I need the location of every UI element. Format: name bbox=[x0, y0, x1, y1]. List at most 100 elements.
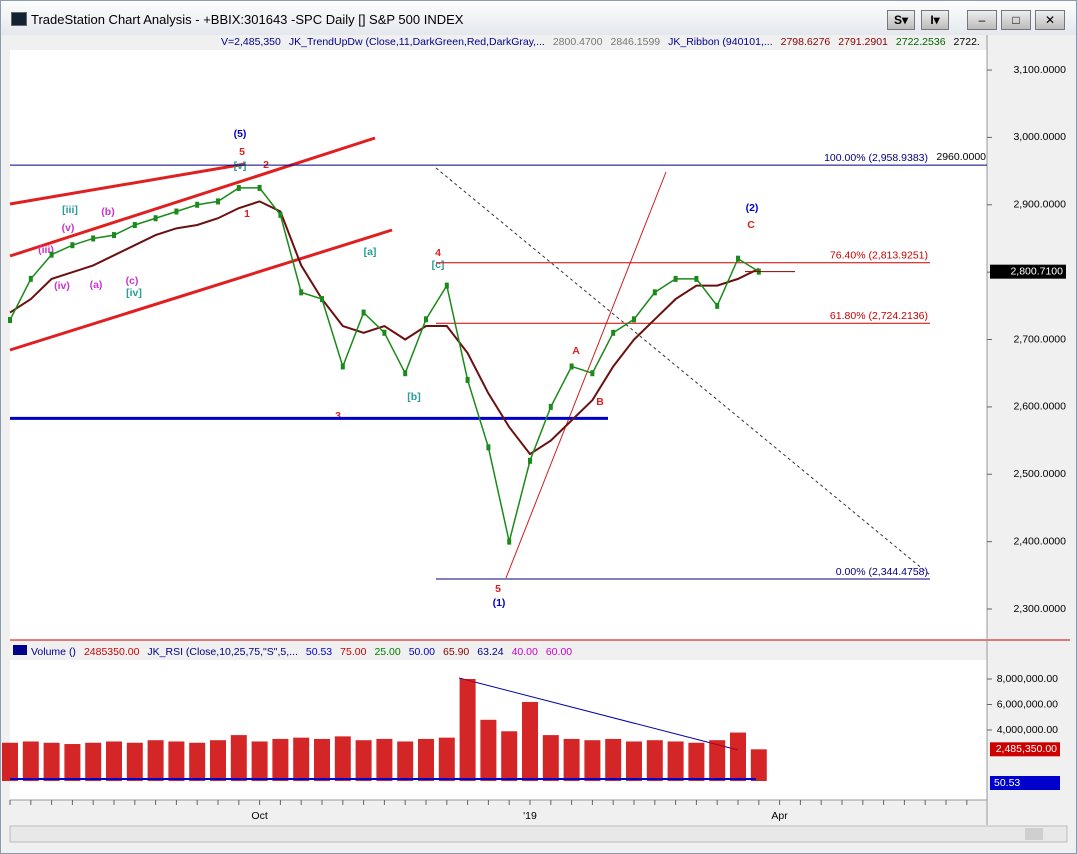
moving-average bbox=[9, 200, 760, 456]
title-bar: TradeStation Chart Analysis - +BBIX:3016… bbox=[1, 1, 1076, 35]
price-bar bbox=[49, 251, 54, 258]
price-bar bbox=[216, 198, 220, 205]
wave-label: [a] bbox=[364, 246, 377, 258]
wave-label: [b] bbox=[407, 391, 420, 403]
price-bar bbox=[299, 289, 304, 296]
volume-bar bbox=[126, 742, 143, 781]
wave-label: 5 bbox=[239, 146, 245, 158]
price-bar bbox=[8, 316, 12, 323]
price-bar bbox=[28, 275, 33, 282]
volume-bar bbox=[584, 740, 601, 781]
minimize-button[interactable]: – bbox=[967, 10, 997, 30]
wave-label: (v) bbox=[62, 222, 75, 234]
button-label: I bbox=[930, 13, 934, 27]
volume-bar bbox=[626, 741, 642, 781]
wave-label: (5) bbox=[234, 128, 247, 140]
wave-label: 5 bbox=[495, 583, 501, 595]
fib-label: 0.00% (2,344.4758) bbox=[836, 566, 928, 578]
header-item: JK_Ribbon (940101,... bbox=[668, 36, 773, 48]
header-item: 75.00 bbox=[340, 646, 367, 658]
volume-bar bbox=[750, 749, 767, 781]
header-item: JK_RSI (Close,10,25,75,"S",5,... bbox=[147, 646, 298, 658]
price-bar bbox=[673, 275, 678, 282]
volume-bar bbox=[542, 735, 559, 781]
volume-bar bbox=[709, 740, 726, 781]
price-bar bbox=[361, 309, 366, 316]
rsi-label: 50.53 bbox=[994, 777, 1020, 789]
scroll-thumb[interactable] bbox=[1025, 828, 1043, 840]
volume-bar bbox=[688, 742, 705, 781]
wave-label: 1 bbox=[244, 208, 250, 220]
price-bar bbox=[632, 316, 636, 323]
price-bar bbox=[715, 302, 720, 309]
volume-bar bbox=[667, 741, 684, 781]
header-item: 2722.2536 bbox=[895, 36, 946, 48]
wave-labels: (5) 5 [v] 2 1 [iii] (b) (v) (iii) (iv) (… bbox=[38, 128, 758, 609]
y-tick-label: 6,000,000.00 bbox=[997, 698, 1058, 710]
y-tick-label: 2,600.0000 bbox=[1013, 401, 1066, 413]
volume-bar bbox=[563, 738, 580, 781]
header-item: 50.00 bbox=[408, 646, 435, 658]
channel bbox=[9, 162, 246, 206]
style-button[interactable]: S▾ bbox=[887, 10, 915, 30]
header-item: 2485350.00 bbox=[83, 646, 140, 658]
volume-bar bbox=[230, 735, 247, 781]
wave-label: [v] bbox=[234, 160, 247, 172]
price-bar bbox=[694, 275, 699, 282]
price-bar bbox=[465, 376, 470, 383]
volume-bar bbox=[480, 719, 497, 781]
header-item: JK_TrendUpDw (Close,11,DarkGreen,Red,Dar… bbox=[288, 36, 545, 48]
fib-label: 76.40% (2,813.9251) bbox=[830, 250, 928, 262]
volume-bar bbox=[22, 741, 39, 781]
price-bar bbox=[340, 363, 345, 370]
price-pane bbox=[10, 50, 987, 640]
x-tick-label: Oct bbox=[251, 810, 267, 822]
button-label: S bbox=[893, 13, 902, 27]
scrollbar[interactable] bbox=[9, 825, 1068, 843]
volume-bar bbox=[2, 742, 18, 781]
price-bar bbox=[112, 232, 116, 239]
volume-trendline bbox=[458, 677, 739, 751]
wave-label: 3 bbox=[335, 410, 341, 422]
wave-label: B bbox=[596, 396, 604, 408]
header-item: 25.00 bbox=[374, 646, 401, 658]
price-bar bbox=[403, 370, 408, 377]
channel bbox=[9, 136, 393, 352]
wave-label: [iii] bbox=[62, 204, 78, 216]
price-bar bbox=[278, 211, 283, 218]
volume-bar bbox=[85, 742, 102, 781]
wave-label: (c) bbox=[126, 275, 139, 287]
last-price-label: 2,800.7100 bbox=[1010, 265, 1063, 277]
volume-bar bbox=[334, 736, 351, 781]
price-bar bbox=[444, 282, 449, 289]
volume-bar bbox=[147, 740, 164, 781]
rsi-box bbox=[990, 776, 1060, 790]
price-bar bbox=[257, 184, 262, 191]
maximize-button[interactable]: □ bbox=[1001, 10, 1031, 30]
volume-bar bbox=[314, 738, 330, 781]
header-item: 65.90 bbox=[443, 646, 470, 658]
volume-bar bbox=[106, 741, 122, 781]
fib-label: 100.00% (2,958.9383) bbox=[824, 152, 928, 164]
volume-bar bbox=[43, 742, 60, 781]
insert-button[interactable]: I▾ bbox=[921, 10, 949, 30]
volume-bar bbox=[272, 738, 289, 781]
close-button[interactable]: ✕ bbox=[1035, 10, 1065, 30]
volume-bar bbox=[376, 738, 393, 781]
header-item: 2846.1599 bbox=[610, 36, 661, 48]
y-tick-label: 4,000,000.00 bbox=[997, 724, 1058, 736]
wave-label: [c] bbox=[432, 259, 445, 271]
header-item: 50.53 bbox=[305, 646, 333, 658]
y-tick-label: 3,100.0000 bbox=[1013, 64, 1066, 76]
header-item: 2791.2901 bbox=[838, 36, 888, 48]
price-bar bbox=[424, 316, 428, 323]
volume-bar bbox=[459, 678, 476, 781]
y-tick-label: 2,900.0000 bbox=[1013, 199, 1066, 211]
wave-label: (iv) bbox=[54, 280, 70, 292]
volume-bar bbox=[501, 731, 518, 781]
volume-bar bbox=[522, 701, 538, 781]
last-volume-box bbox=[990, 742, 1060, 757]
header-item: V=2,485,350 bbox=[221, 36, 281, 48]
price-bar bbox=[153, 215, 158, 222]
